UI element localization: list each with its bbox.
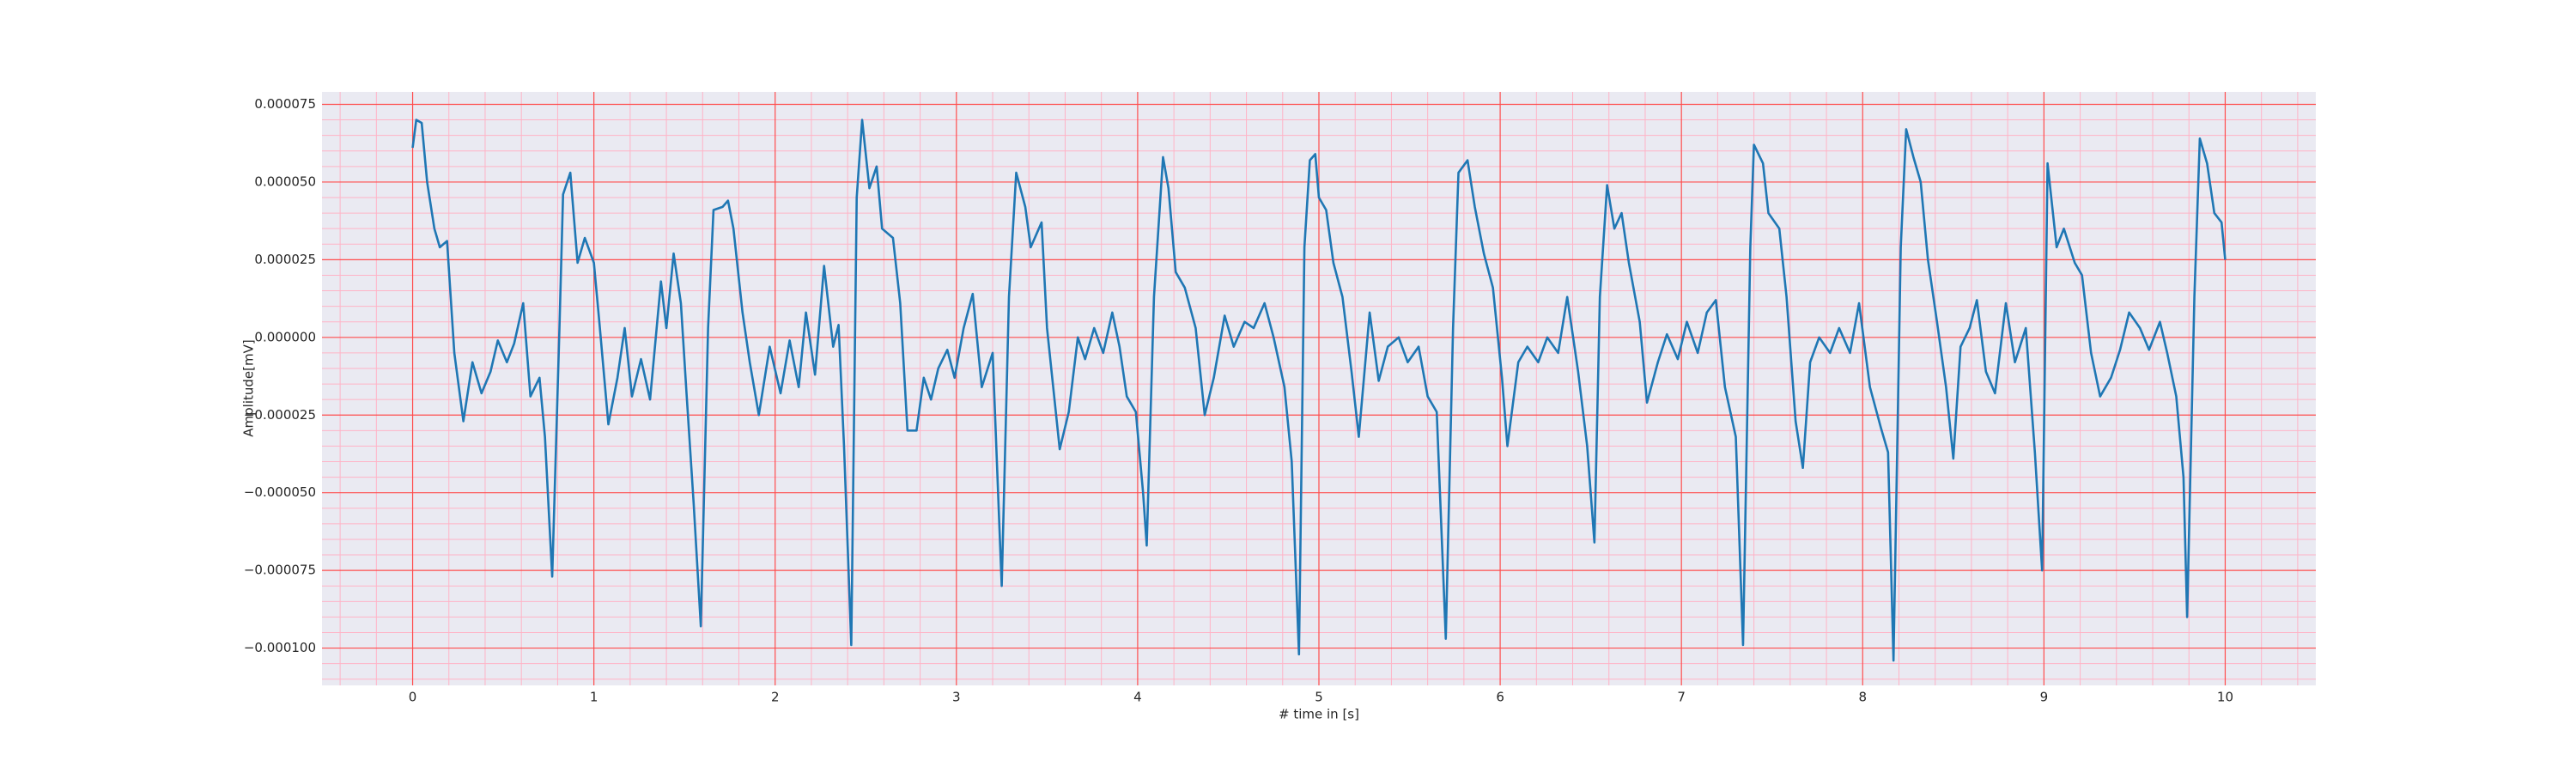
y-tick-label: −0.000050	[244, 484, 316, 500]
y-tick-label: 0.000000	[254, 329, 316, 344]
y-tick-label: 0.000075	[254, 96, 316, 112]
x-tick-label: 2	[771, 690, 780, 705]
x-tick-label: 9	[2040, 690, 2049, 705]
line-series	[411, 119, 2227, 662]
x-tick-label: 6	[1496, 690, 1504, 705]
y-tick-label: −0.000100	[244, 640, 316, 655]
x-axis-label: # time in [s]	[1279, 707, 1359, 722]
y-tick-label: −0.000075	[244, 563, 316, 578]
x-tick-label: 7	[1677, 690, 1686, 705]
x-tick-label: 0	[409, 690, 417, 705]
x-tick-label: 8	[1858, 690, 1867, 705]
y-tick-label: 0.000025	[254, 252, 316, 267]
x-tick-label: 1	[590, 690, 598, 705]
x-tick-label: 10	[2217, 690, 2233, 705]
x-tick-label: 4	[1133, 690, 1142, 705]
y-tick-label: 0.000050	[254, 173, 316, 189]
x-tick-label: 5	[1315, 690, 1323, 705]
y-axis-label: Amplitude[mV]	[241, 339, 257, 436]
x-tick-label: 3	[952, 690, 961, 705]
y-tick-label: −0.000025	[244, 407, 316, 423]
